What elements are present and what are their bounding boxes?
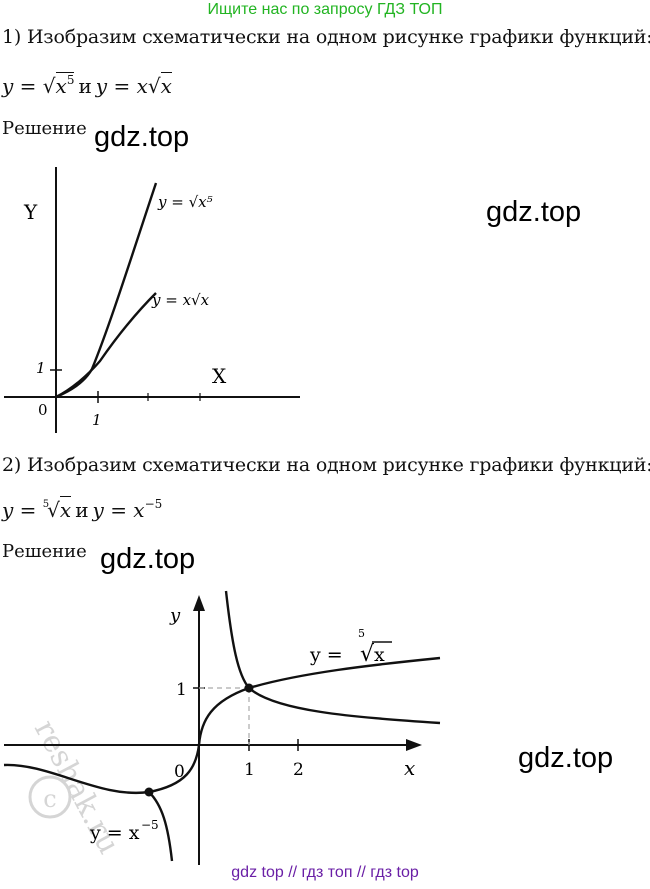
t2-curve1-index: 5 [358, 627, 365, 640]
t1-curve-x-sqrt-x [55, 292, 157, 399]
task2-f1-left: y = [2, 498, 43, 522]
task2-f2-exp: −5 [144, 497, 163, 511]
svg-text:c: c [43, 785, 56, 813]
t1-tick-y-label: 1 [36, 359, 46, 377]
watermark-3: gdz.top [100, 543, 196, 575]
task2-f2-left: y = x [92, 498, 145, 522]
t2-y-arrow [193, 595, 205, 611]
task2-f1-rad: x [59, 496, 72, 522]
task1-solution-label: Решение [2, 118, 87, 139]
task2-f1-index: 5 [42, 499, 50, 510]
t2-curve-fifth-root [197, 656, 441, 746]
t2-curve-x-pow-neg5 [224, 590, 441, 725]
t2-curve-x-pow-neg5-neg [148, 791, 174, 862]
search-banner: Ищите нас по запросу ГДЗ ТОП [207, 1, 443, 18]
t1-tick-x-label: 1 [92, 411, 102, 429]
footer-links: gdz top // гдз топ // гдз top [231, 864, 419, 881]
t1-curve2-label: y = x√x [151, 291, 210, 309]
task1-f1-left: y = [2, 74, 43, 98]
task2-graph: c reshak.ru y x 1 1 2 0 y = 5 √ x y = x … [3, 590, 441, 865]
t1-curve-sqrt-x5 [55, 182, 158, 399]
t2-x-arrow [406, 739, 422, 751]
task1-formula: y = √x5 и y = x√x [2, 72, 172, 98]
t2-curve1-text: y = [309, 644, 343, 666]
task1-f2-rad: x [160, 72, 172, 98]
task1-conj: и [78, 74, 92, 98]
watermark-2: gdz.top [486, 196, 582, 228]
t2-curve1-rad: x [374, 644, 385, 666]
t2-x-label: x [404, 756, 415, 780]
task2-text: 2) Изобразим схематически на одном рисун… [2, 454, 650, 476]
t2-curve2-exp: −5 [141, 818, 159, 832]
task2-solution-label: Решение [2, 541, 87, 562]
t2-curve-fifth-root-neg [3, 744, 201, 795]
t2-curve2-text: y = x [89, 822, 140, 844]
task2-formula: y = 5√x и y = x−5 [2, 496, 163, 522]
t1-x-label: X [212, 364, 227, 388]
task1-f1-exp: 5 [66, 73, 75, 87]
task1-f2-left: y = x [95, 74, 148, 98]
t2-intersection-point [244, 683, 254, 693]
t2-intersection-point-neg [144, 787, 154, 797]
t2-tick-x2-label: 2 [293, 760, 304, 780]
task1-f1-rad: x [55, 74, 67, 98]
t2-curve1-radical: √ [360, 642, 375, 667]
t2-y-label: y [169, 605, 181, 626]
t2-curve1-label: y = 5 √ x [309, 627, 392, 667]
watermark-4: gdz.top [518, 742, 614, 774]
t2-tick-x1-label: 1 [244, 760, 255, 780]
t1-origin-label: 0 [38, 401, 48, 419]
t2-curve2-label: y = x −5 [89, 818, 159, 844]
watermark-1: gdz.top [94, 121, 190, 153]
t1-curve1-label: y = √x⁵ [157, 193, 213, 211]
task1-graph: Y X 1 1 0 y = √x⁵ y = x√x [4, 167, 300, 433]
t1-y-label: Y [23, 200, 38, 224]
t2-tick-y-label: 1 [176, 680, 187, 700]
t2-origin-label: 0 [174, 762, 185, 782]
task1-text: 1) Изобразим схематически на одном рисун… [2, 26, 650, 48]
task2-conj: и [75, 498, 89, 522]
